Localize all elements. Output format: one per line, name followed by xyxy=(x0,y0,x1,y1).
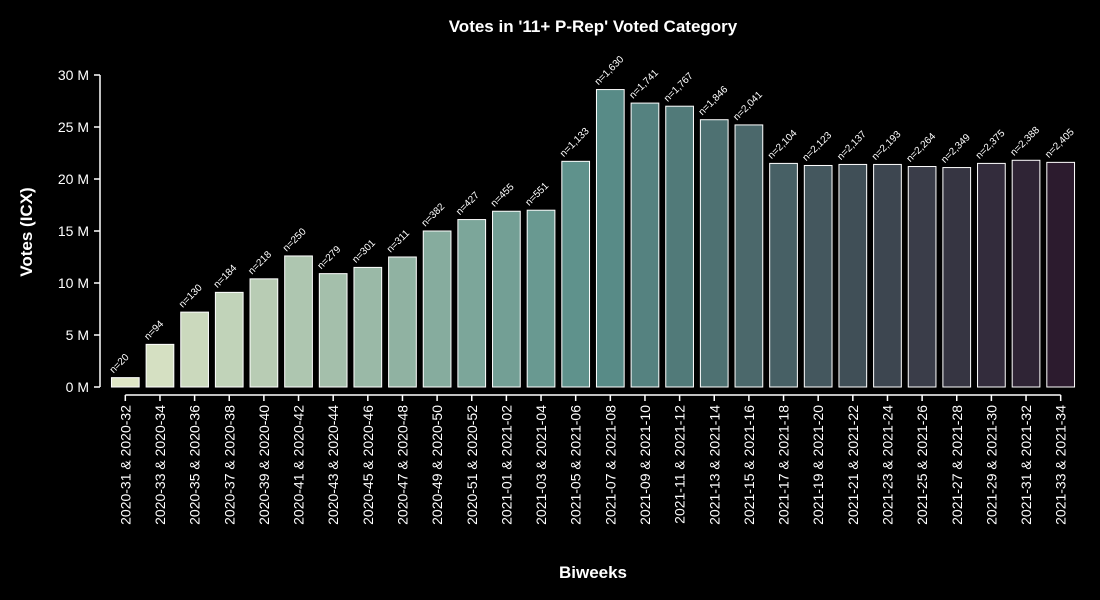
chart-title: Votes in '11+ P-Rep' Voted Category xyxy=(449,17,738,36)
x-tick-label: 2020-39 & 2020-40 xyxy=(256,405,272,525)
x-tick-label: 2021-07 & 2021-08 xyxy=(602,405,618,525)
y-tick-label: 25 M xyxy=(58,119,89,135)
x-tick-label: 2021-05 & 2021-06 xyxy=(568,405,584,525)
x-tick-label: 2021-17 & 2021-18 xyxy=(776,405,792,525)
bar xyxy=(1011,159,1041,388)
bars-group xyxy=(110,89,1076,388)
x-tick-label: 2020-47 & 2020-48 xyxy=(394,405,410,525)
x-tick-label: 2020-49 & 2020-50 xyxy=(429,405,445,525)
x-tick-label: 2021-13 & 2021-14 xyxy=(706,405,722,525)
y-axis-label: Votes (ICX) xyxy=(17,187,36,276)
y-tick-label: 5 M xyxy=(66,327,89,343)
x-tick-label: 2020-37 & 2020-38 xyxy=(221,405,237,525)
x-tick-label: 2020-51 & 2020-52 xyxy=(464,405,480,525)
bar xyxy=(526,209,556,388)
bar xyxy=(769,162,798,388)
x-tick-label: 2020-31 & 2020-32 xyxy=(117,405,133,525)
x-tick-label: 2021-25 & 2021-26 xyxy=(914,405,930,525)
x-tick-label: 2021-11 & 2021-12 xyxy=(672,405,688,524)
bar xyxy=(388,256,417,388)
bar xyxy=(561,160,591,388)
bar xyxy=(699,119,729,388)
x-tick-label: 2021-09 & 2021-10 xyxy=(637,405,653,525)
bar xyxy=(318,273,348,388)
x-tick-label: 2020-33 & 2020-34 xyxy=(152,405,168,525)
bar xyxy=(734,124,764,388)
bar xyxy=(422,230,452,388)
bar xyxy=(457,219,487,388)
x-tick-label: 2021-29 & 2021-30 xyxy=(983,405,999,525)
bar xyxy=(838,163,868,388)
x-axis: 2020-31 & 2020-32 2020-33 & 2020-34 2020-3… xyxy=(117,394,1069,525)
bar xyxy=(492,210,521,388)
bar xyxy=(249,278,279,388)
x-tick-label: 2021-19 & 2021-20 xyxy=(810,405,826,525)
bar xyxy=(977,162,1006,388)
bar xyxy=(665,105,694,388)
x-tick-label: 2020-45 & 2020-46 xyxy=(360,405,376,525)
x-tick-label: 2020-43 & 2020-44 xyxy=(325,405,341,525)
x-tick-label: 2021-21 & 2021-22 xyxy=(845,405,861,525)
bar xyxy=(907,166,937,388)
x-tick-label: 2021-03 & 2021-04 xyxy=(533,405,549,525)
x-tick-label: 2021-01 & 2021-02 xyxy=(498,405,514,525)
x-tick-label: 2021-23 & 2021-24 xyxy=(879,405,895,525)
x-tick-label: 2021-15 & 2021-16 xyxy=(741,405,757,525)
x-tick-label: 2021-31 & 2021-32 xyxy=(1018,405,1034,525)
bar xyxy=(180,311,209,388)
y-tick-label: 10 M xyxy=(58,275,89,291)
bar xyxy=(873,163,902,388)
y-tick-label: 0 M xyxy=(66,379,89,395)
bar xyxy=(110,377,140,388)
bar xyxy=(353,266,383,388)
x-axis-label: Biweeks xyxy=(559,563,627,582)
y-tick-label: 15 M xyxy=(58,223,89,239)
y-axis: 0 M 5 M 10 M 15 M 20 M 25 M 30 M xyxy=(58,67,101,395)
x-tick-label: 2020-35 & 2020-36 xyxy=(187,405,203,525)
bar xyxy=(284,255,313,388)
bar xyxy=(214,291,244,388)
bar xyxy=(595,89,625,388)
bar xyxy=(1046,161,1076,388)
bar xyxy=(630,102,660,388)
x-tick-label: 2020-41 & 2020-42 xyxy=(291,405,307,525)
bar xyxy=(145,343,175,388)
x-tick-label: 2021-27 & 2021-28 xyxy=(949,405,965,525)
x-tick-label: 2021-33 & 2021-34 xyxy=(1053,405,1069,525)
bar xyxy=(803,164,833,388)
y-tick-label: 20 M xyxy=(58,171,89,187)
y-tick-label: 30 M xyxy=(58,67,89,83)
bar xyxy=(942,167,972,388)
